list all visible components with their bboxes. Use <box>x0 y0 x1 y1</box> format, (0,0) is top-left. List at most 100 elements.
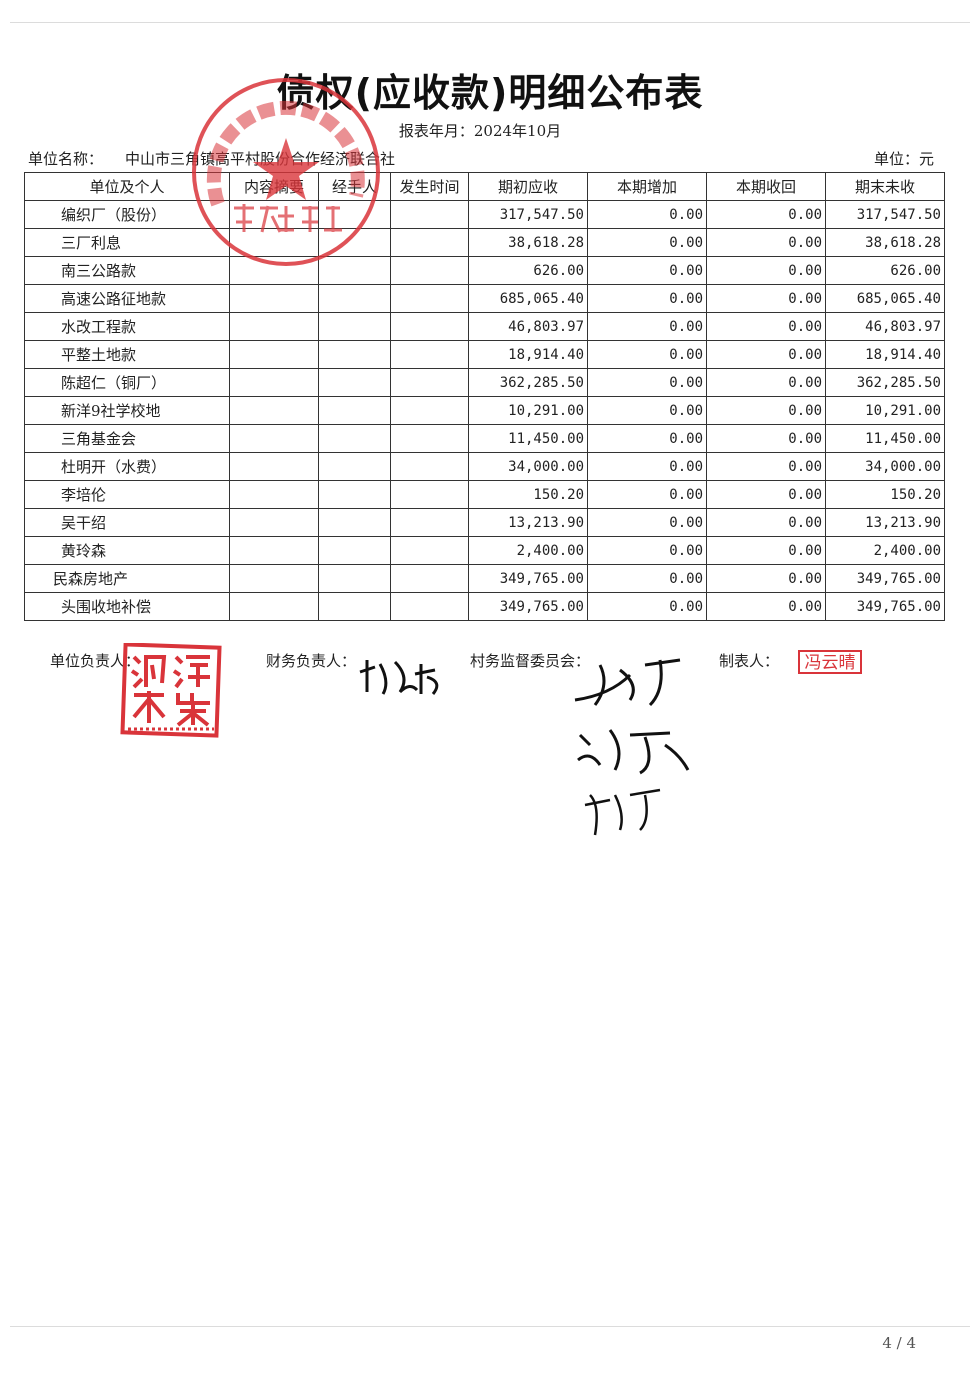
table-row: 李培伦 150.20 0.00 0.00 150.20 <box>24 480 945 509</box>
cell-closing: 38,618.28 <box>825 228 945 257</box>
cell-name: 头围收地补偿 <box>24 592 230 621</box>
unit-name-label: 单位名称： <box>28 150 104 168</box>
column-header: 本期增加 <box>587 172 707 201</box>
cell-opening: 46,803.97 <box>468 312 588 341</box>
empty-cell <box>390 564 469 593</box>
empty-cell <box>318 256 391 285</box>
cell-opening: 13,213.90 <box>468 508 588 537</box>
empty-cell <box>318 508 391 537</box>
cell-closing: 362,285.50 <box>825 368 945 397</box>
table-row: 高速公路征地款 685,065.40 0.00 0.00 685,065.40 <box>24 284 945 313</box>
column-header: 经手人 <box>318 172 391 201</box>
column-header: 单位及个人 <box>24 172 230 201</box>
cell-name: 吴干绍 <box>24 508 230 537</box>
empty-cell <box>318 284 391 313</box>
cell-opening: 150.20 <box>468 480 588 509</box>
empty-cell <box>318 396 391 425</box>
empty-cell <box>390 424 469 453</box>
column-header: 发生时间 <box>390 172 469 201</box>
cell-recovered: 0.00 <box>706 256 826 285</box>
cell-recovered: 0.00 <box>706 424 826 453</box>
empty-cell <box>390 508 469 537</box>
empty-cell <box>318 228 391 257</box>
cell-recovered: 0.00 <box>706 312 826 341</box>
cell-increase: 0.00 <box>587 508 707 537</box>
empty-cell <box>390 200 469 229</box>
cell-name: 编织厂（股份） <box>24 200 230 229</box>
preparer-stamp: 冯云晴 <box>798 650 862 674</box>
empty-cell <box>229 200 319 229</box>
empty-cell <box>318 452 391 481</box>
supervision-label: 村务监督委员会： <box>470 652 591 670</box>
cell-opening: 34,000.00 <box>468 452 588 481</box>
cell-closing: 349,765.00 <box>825 592 945 621</box>
empty-cell <box>390 396 469 425</box>
cell-recovered: 0.00 <box>706 592 826 621</box>
cell-increase: 0.00 <box>587 536 707 565</box>
table-row: 编织厂（股份） 317,547.50 0.00 0.00 317,547.50 <box>24 200 945 229</box>
page-title: 债权(应收款)明细公布表 <box>276 71 704 115</box>
cell-closing: 13,213.90 <box>825 508 945 537</box>
empty-cell <box>390 228 469 257</box>
cell-increase: 0.00 <box>587 592 707 621</box>
empty-cell <box>318 312 391 341</box>
empty-cell <box>318 368 391 397</box>
unit-name: 单位名称： 中山市三角镇高平村股份合作经济联合社 <box>28 148 395 169</box>
cell-recovered: 0.00 <box>706 228 826 257</box>
bottom-divider <box>10 1326 970 1327</box>
empty-cell <box>390 480 469 509</box>
empty-cell <box>229 424 319 453</box>
finance-signature <box>359 660 439 695</box>
table-row: 民森房地产 349,765.00 0.00 0.00 349,765.00 <box>24 564 945 593</box>
cell-name: 民森房地产 <box>24 564 230 593</box>
table-row: 南三公路款 626.00 0.00 0.00 626.00 <box>24 256 945 285</box>
empty-cell <box>229 312 319 341</box>
empty-cell <box>229 452 319 481</box>
cell-increase: 0.00 <box>587 480 707 509</box>
empty-cell <box>318 424 391 453</box>
cell-opening: 38,618.28 <box>468 228 588 257</box>
cell-increase: 0.00 <box>587 396 707 425</box>
cell-closing: 10,291.00 <box>825 396 945 425</box>
table-header: 单位及个人 内容摘要 经手人 发生时间 期初应收 本期增加 本期收回 期末未收 <box>24 172 945 201</box>
cell-increase: 0.00 <box>587 312 707 341</box>
receivables-table: 单位及个人 内容摘要 经手人 发生时间 期初应收 本期增加 本期收回 期末未收 编织厂（股份）… <box>24 172 945 621</box>
table-row: 水改工程款 46,803.97 0.00 0.00 46,803.97 <box>24 312 945 341</box>
cell-closing: 11,450.00 <box>825 424 945 453</box>
cell-name: 平整土地款 <box>24 340 230 369</box>
cell-closing: 626.00 <box>825 256 945 285</box>
empty-cell <box>318 480 391 509</box>
cell-recovered: 0.00 <box>706 452 826 481</box>
empty-cell <box>229 340 319 369</box>
empty-cell <box>229 368 319 397</box>
cell-closing: 685,065.40 <box>825 284 945 313</box>
cell-increase: 0.00 <box>587 340 707 369</box>
table-row: 杜明开（水费） 34,000.00 0.00 0.00 34,000.00 <box>24 452 945 481</box>
cell-recovered: 0.00 <box>706 200 826 229</box>
cell-opening: 626.00 <box>468 256 588 285</box>
cell-closing: 150.20 <box>825 480 945 509</box>
empty-cell <box>229 480 319 509</box>
cell-increase: 0.00 <box>587 200 707 229</box>
cell-opening: 10,291.00 <box>468 396 588 425</box>
cell-recovered: 0.00 <box>706 564 826 593</box>
cell-increase: 0.00 <box>587 228 707 257</box>
empty-cell <box>229 536 319 565</box>
cell-name: 高速公路征地款 <box>24 284 230 313</box>
cell-opening: 2,400.00 <box>468 536 588 565</box>
cell-recovered: 0.00 <box>706 480 826 509</box>
cell-closing: 34,000.00 <box>825 452 945 481</box>
currency-unit: 单位：元 <box>873 150 934 168</box>
column-header: 期初应收 <box>468 172 588 201</box>
table-row: 三角基金会 11,450.00 0.00 0.00 11,450.00 <box>24 424 945 453</box>
preparer-label: 制表人： <box>719 652 780 670</box>
cell-opening: 349,765.00 <box>468 564 588 593</box>
table-row: 吴干绍 13,213.90 0.00 0.00 13,213.90 <box>24 508 945 537</box>
cell-opening: 11,450.00 <box>468 424 588 453</box>
empty-cell <box>229 228 319 257</box>
cell-increase: 0.00 <box>587 368 707 397</box>
cell-recovered: 0.00 <box>706 340 826 369</box>
empty-cell <box>318 564 391 593</box>
empty-cell <box>229 564 319 593</box>
cell-name: 杜明开（水费） <box>24 452 230 481</box>
